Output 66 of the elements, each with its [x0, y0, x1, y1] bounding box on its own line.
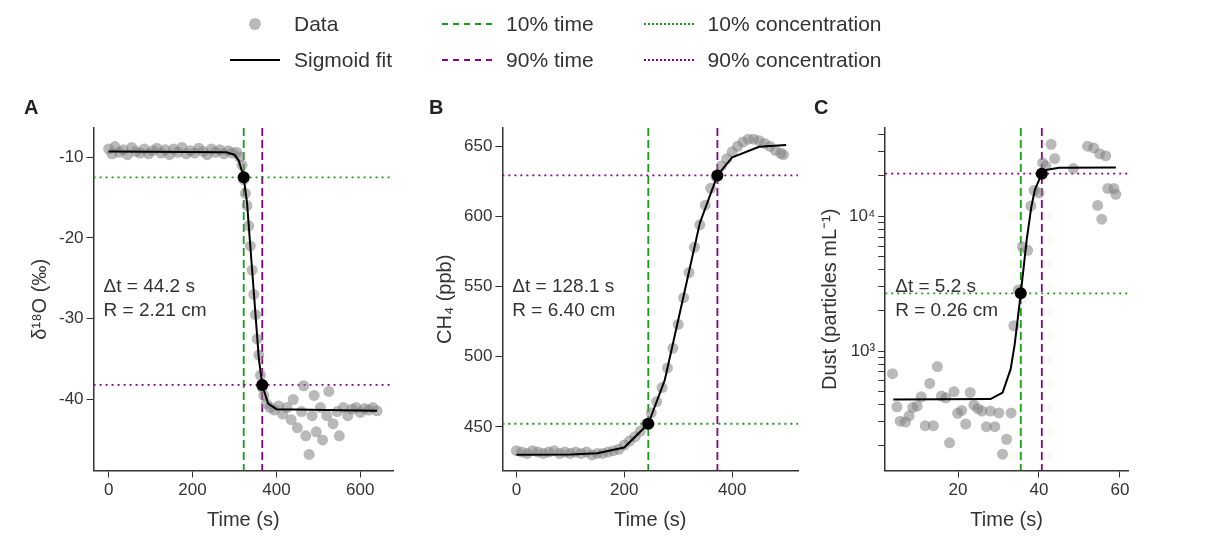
annotation: R = 6.40 cm	[512, 299, 616, 321]
x-axis-title: Time (s)	[613, 507, 687, 530]
point	[887, 368, 898, 380]
point	[1096, 213, 1108, 225]
x-tick-label: 400	[718, 480, 747, 500]
x-tick-label: 20	[948, 480, 968, 500]
legend-label: Sigmoid fit	[294, 48, 393, 72]
x-tick-label: 400	[262, 480, 291, 500]
point	[944, 437, 956, 449]
annotation: Δt = 5.2 s	[895, 275, 977, 297]
x-tick-label: 600	[346, 480, 375, 500]
point	[1100, 150, 1112, 162]
point	[1035, 167, 1048, 180]
point	[948, 386, 960, 398]
y-axis-title: CH₄ (ppb)	[432, 254, 455, 344]
legend-label: 10% concentration	[707, 12, 882, 36]
point	[931, 361, 943, 373]
x-tick-label: 40	[1029, 480, 1049, 500]
point	[1045, 138, 1057, 150]
y-tick-label: -40	[58, 389, 84, 409]
point	[1014, 287, 1027, 300]
y-tick-label: 650	[463, 135, 493, 155]
annotation: R = 0.26 cm	[895, 299, 999, 321]
legend-label: Data	[294, 12, 339, 36]
y-tick-label: 10³	[850, 340, 876, 360]
chart-title: B	[429, 95, 444, 118]
point	[1110, 188, 1122, 200]
x-tick-label: 200	[178, 480, 207, 500]
x-tick-label: 60	[1110, 480, 1130, 500]
point	[891, 401, 903, 413]
x-axis-title: Time (s)	[207, 507, 280, 530]
y-tick-label: 500	[463, 346, 493, 366]
chart-title: A	[24, 95, 39, 118]
annotation: Δt = 128.1 s	[512, 275, 615, 297]
y-tick-label: 550	[463, 276, 493, 296]
legend-label: 90% concentration	[707, 48, 882, 72]
x-tick-label: 200	[610, 480, 639, 500]
y-tick-label: 600	[463, 206, 493, 226]
point	[964, 386, 976, 398]
x-tick-label: 0	[511, 480, 522, 500]
point	[911, 400, 923, 412]
point	[993, 407, 1005, 419]
point	[956, 404, 968, 416]
y-tick-label: 450	[463, 416, 493, 436]
point	[997, 448, 1009, 460]
point	[1001, 433, 1013, 445]
point	[927, 420, 939, 432]
chart-title: C	[814, 95, 829, 118]
legend-label: 10% time	[506, 12, 594, 36]
annotation: R = 2.21 cm	[103, 299, 207, 321]
y-axis-title: Dust (particles mL⁻¹)	[817, 208, 840, 391]
point	[989, 421, 1001, 433]
y-tick-label: 10⁴	[849, 205, 876, 225]
y-tick-label: -30	[58, 308, 84, 328]
legend-label: 90% time	[506, 48, 594, 72]
y-tick-label: -10	[58, 146, 84, 166]
annotation: Δt = 44.2 s	[103, 275, 195, 297]
x-axis-title: Time (s)	[970, 507, 1043, 530]
point	[924, 377, 936, 389]
x-tick-label: 0	[103, 480, 114, 500]
y-tick-label: -20	[58, 227, 84, 247]
point	[1049, 153, 1061, 165]
point	[960, 418, 972, 430]
y-axis-title: δ¹⁸O (‰)	[27, 258, 50, 340]
point	[1005, 407, 1017, 419]
point	[1092, 199, 1104, 211]
